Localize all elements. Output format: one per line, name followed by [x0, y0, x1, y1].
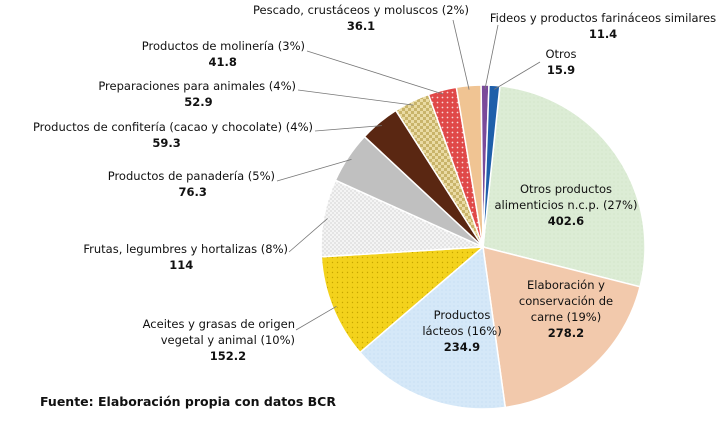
slice-value-frutas-legumbres-y-hortalizas-8: 114 [169, 258, 193, 272]
leader-line-preparaciones-para-animales-4 [297, 89, 414, 106]
leader-line-aceites-y-grasas-de-origen-vegetal-y-animal-10 [295, 305, 337, 331]
slice-label-productos-de-molineria-3: Productos de molinería (3%) [142, 39, 305, 53]
pie-slice-otros-productos-alimenticios-n-c-p-27 [482, 85, 646, 288]
slice-label-productos-de-panaderia-5: Productos de panadería (5%) [108, 169, 275, 183]
slice-label-fideos-y-productos-farinaceos-similares: Fideos y productos farináceos similares [490, 11, 716, 25]
source-note: Fuente: Elaboración propia con datos BCR [40, 394, 336, 409]
slice-label-productos-de-confiteria-cacao-y-chocolate-4: Productos de confitería (cacao y chocola… [33, 120, 313, 134]
slice-value-productos-de-confiteria-cacao-y-chocolate-4: 59.3 [152, 136, 180, 150]
slice-value-preparaciones-para-animales-4: 52.9 [184, 95, 212, 109]
pie-slice-aceites-y-grasas-de-origen-vegetal-y-animal-10 [320, 246, 486, 354]
slice-value-productos-lacteos-16: 234.9 [444, 340, 480, 354]
slice-value-otros: 15.9 [547, 63, 575, 77]
slice-label-preparaciones-para-animales-4: Preparaciones para animales (4%) [98, 79, 296, 93]
slice-label-productos-lacteos-16: Productos lácteos (16%) [422, 308, 501, 338]
slice-label-elaboracion-y-conservacion-de-carne-19: Elaboración y conservación de carne (19%) [519, 278, 613, 324]
slice-value-productos-de-panaderia-5: 76.3 [178, 185, 206, 199]
slice-value-otros-productos-alimenticios-n-c-p-27: 402.6 [548, 214, 584, 228]
slice-value-pescado-crustaceos-y-moluscos-2: 36.1 [347, 19, 375, 33]
slice-value-aceites-y-grasas-de-origen-vegetal-y-animal-10: 152.2 [210, 349, 246, 363]
pie-slice-productos-lacteos-16 [358, 245, 507, 410]
slice-value-elaboracion-y-conservacion-de-carne-19: 278.2 [548, 326, 584, 340]
leader-line-fideos-y-productos-farinaceos-similares [484, 24, 499, 90]
leader-line-productos-de-panaderia-5 [276, 159, 352, 182]
leader-line-productos-de-confiteria-cacao-y-chocolate-4 [314, 125, 382, 132]
slice-label-frutas-legumbres-y-hortalizas-8: Frutas, legumbres y hortalizas (8%) [83, 242, 288, 256]
slice-value-productos-de-molineria-3: 41.8 [208, 55, 236, 69]
slice-label-aceites-y-grasas-de-origen-vegetal-y-animal-10: Aceites y grasas de origen vegetal y anim… [143, 317, 295, 347]
slice-label-pescado-crustaceos-y-moluscos-2: Pescado, crustáceos y moluscos (2%) [253, 3, 469, 17]
slice-label-otros-productos-alimenticios-n-c-p-27: Otros productos alimenticios n.c.p. (27%) [495, 182, 638, 212]
slice-value-fideos-y-productos-farinaceos-similares: 11.4 [589, 27, 617, 41]
slice-label-otros: Otros [545, 47, 576, 61]
leader-line-otros [493, 61, 541, 90]
leader-line-frutas-legumbres-y-hortalizas-8 [288, 218, 328, 253]
pie-slice-elaboracion-y-conservacion-de-carne-19 [482, 245, 641, 409]
leader-line-pescado-crustaceos-y-moluscos-2 [452, 19, 470, 90]
leader-line-productos-de-molineria-3 [306, 50, 444, 95]
